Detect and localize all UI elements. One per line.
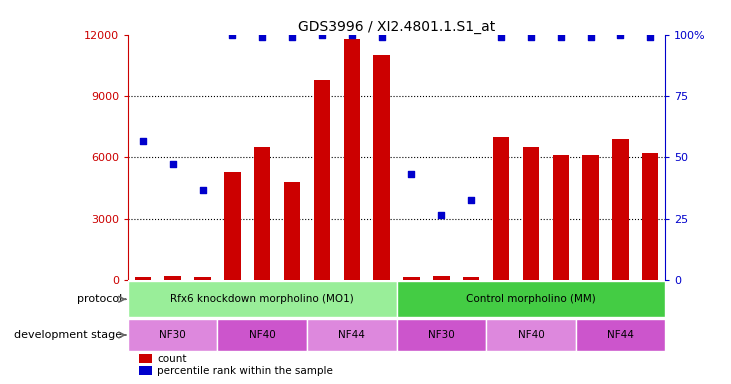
Bar <box>583 156 599 280</box>
Bar <box>139 354 152 363</box>
Bar <box>224 172 240 280</box>
Point <box>555 33 567 40</box>
Bar <box>218 319 307 351</box>
Text: NF44: NF44 <box>607 330 634 340</box>
Text: NF30: NF30 <box>428 330 455 340</box>
Point <box>585 33 596 40</box>
Text: development stage: development stage <box>15 330 123 340</box>
Point <box>525 33 537 40</box>
Text: Rfx6 knockdown morpholino (MO1): Rfx6 knockdown morpholino (MO1) <box>170 294 354 304</box>
Point <box>645 33 656 40</box>
Text: protocol: protocol <box>77 294 123 304</box>
Text: NF40: NF40 <box>249 330 276 340</box>
Text: percentile rank within the sample: percentile rank within the sample <box>157 366 333 376</box>
Point <box>466 197 477 204</box>
Bar <box>135 277 151 280</box>
Bar <box>128 319 218 351</box>
Point <box>615 31 626 38</box>
Bar <box>139 366 152 375</box>
Bar <box>314 79 330 280</box>
Point <box>257 33 268 40</box>
Bar <box>642 153 659 280</box>
Bar <box>553 156 569 280</box>
Point <box>137 138 148 144</box>
Point <box>287 33 298 40</box>
Point <box>346 31 357 38</box>
Point <box>495 33 507 40</box>
Point <box>197 187 208 193</box>
Bar <box>374 55 390 280</box>
Bar <box>404 277 420 280</box>
Bar <box>194 277 211 280</box>
Bar <box>486 319 576 351</box>
Bar <box>397 281 665 318</box>
Bar <box>493 137 510 280</box>
Bar <box>576 319 665 351</box>
Bar <box>433 276 450 280</box>
Text: NF44: NF44 <box>338 330 366 340</box>
Text: Control morpholino (MM): Control morpholino (MM) <box>466 294 596 304</box>
Point <box>316 31 327 38</box>
Bar <box>164 276 181 280</box>
Bar <box>128 281 397 318</box>
Point <box>227 31 238 38</box>
Bar <box>463 277 480 280</box>
Text: count: count <box>157 354 187 364</box>
Bar <box>344 39 360 280</box>
Point <box>167 161 178 167</box>
Bar <box>397 319 486 351</box>
Bar <box>307 319 397 351</box>
Bar <box>284 182 300 280</box>
Title: GDS3996 / XI2.4801.1.S1_at: GDS3996 / XI2.4801.1.S1_at <box>298 20 495 33</box>
Bar <box>254 147 270 280</box>
Point <box>436 212 447 218</box>
Point <box>376 33 387 40</box>
Text: NF40: NF40 <box>518 330 545 340</box>
Bar <box>523 147 539 280</box>
Point <box>406 171 417 177</box>
Bar <box>613 139 629 280</box>
Text: NF30: NF30 <box>159 330 186 340</box>
